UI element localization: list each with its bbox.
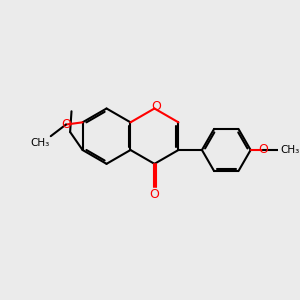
Text: CH₃: CH₃ [30, 137, 50, 148]
Text: O: O [149, 188, 159, 201]
Text: O: O [61, 118, 71, 131]
Text: CH₃: CH₃ [280, 145, 300, 155]
Text: O: O [152, 100, 162, 113]
Text: O: O [258, 143, 268, 157]
